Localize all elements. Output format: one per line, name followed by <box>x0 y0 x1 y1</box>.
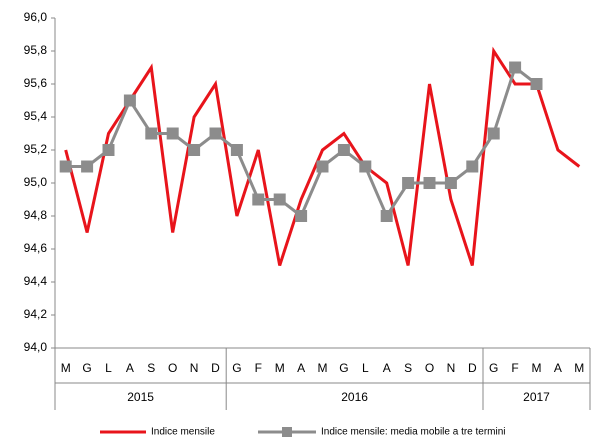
series-marker <box>530 78 543 90</box>
series-line <box>64 46 581 266</box>
series-marker <box>102 144 115 156</box>
x-tick-label: D <box>468 361 477 375</box>
y-tick-label: 94,6 <box>24 241 48 255</box>
x-tick-label: S <box>147 361 155 375</box>
x-tick-label: F <box>255 361 262 375</box>
legend-label: Indice mensile: media mobile a tre termi… <box>321 427 506 438</box>
series-marker <box>145 127 158 140</box>
x-tick-label: N <box>447 361 456 375</box>
legend-label: Indice mensile <box>151 427 215 438</box>
x-tick-label: G <box>82 361 91 375</box>
x-tick-label: M <box>574 361 584 375</box>
group-label: 2017 <box>523 390 550 404</box>
x-tick-label: O <box>425 361 434 375</box>
series-marker <box>380 210 393 222</box>
y-tick-label: 94,8 <box>24 208 48 222</box>
series-marker <box>423 177 436 189</box>
group-label: 2015 <box>127 390 154 404</box>
x-tick-label: S <box>404 361 412 375</box>
x-tick-label: D <box>211 361 220 375</box>
y-tick-label: 94,0 <box>24 340 48 354</box>
series-marker <box>444 177 457 189</box>
x-tick-label: M <box>61 361 71 375</box>
y-tick-label: 95,6 <box>24 76 48 90</box>
y-tick-label: 94,2 <box>24 307 48 321</box>
series-marker <box>487 127 500 140</box>
x-tick-label: A <box>297 361 305 375</box>
x-tick-label: M <box>318 361 328 375</box>
series-marker <box>81 160 94 173</box>
series-marker <box>359 160 372 173</box>
series-marker <box>509 61 522 74</box>
x-tick-label: G <box>489 361 498 375</box>
x-tick-label: A <box>554 361 562 375</box>
x-tick-label: A <box>126 361 134 375</box>
series-marker <box>402 177 415 189</box>
series-marker <box>166 127 179 140</box>
series-marker <box>466 160 479 173</box>
series-marker <box>273 193 286 206</box>
x-tick-label: M <box>275 361 285 375</box>
series-marker <box>188 144 201 156</box>
x-tick-label: G <box>339 361 348 375</box>
x-tick-label: L <box>362 361 369 375</box>
group-label: 2016 <box>341 390 368 404</box>
y-tick-label: 94,4 <box>24 274 48 288</box>
legend-marker <box>282 427 292 437</box>
x-tick-label: N <box>190 361 199 375</box>
y-tick-label: 95,2 <box>24 142 48 156</box>
y-tick-label: 95,0 <box>24 175 48 189</box>
series-marker <box>230 144 243 156</box>
x-tick-label: O <box>168 361 177 375</box>
x-tick-label: A <box>383 361 391 375</box>
y-tick-label: 96,0 <box>24 10 48 24</box>
x-tick-label: M <box>532 361 542 375</box>
y-tick-label: 95,8 <box>24 43 48 57</box>
series-marker <box>337 144 350 156</box>
x-tick-label: G <box>232 361 241 375</box>
x-tick-label: F <box>511 361 518 375</box>
series-marker <box>123 94 136 107</box>
series-marker <box>59 160 72 173</box>
series-marker <box>252 193 265 206</box>
y-tick-label: 95,4 <box>24 109 48 123</box>
series-marker <box>209 127 222 140</box>
series-marker <box>295 210 308 222</box>
x-tick-label: L <box>105 361 112 375</box>
series-marker <box>316 160 329 173</box>
